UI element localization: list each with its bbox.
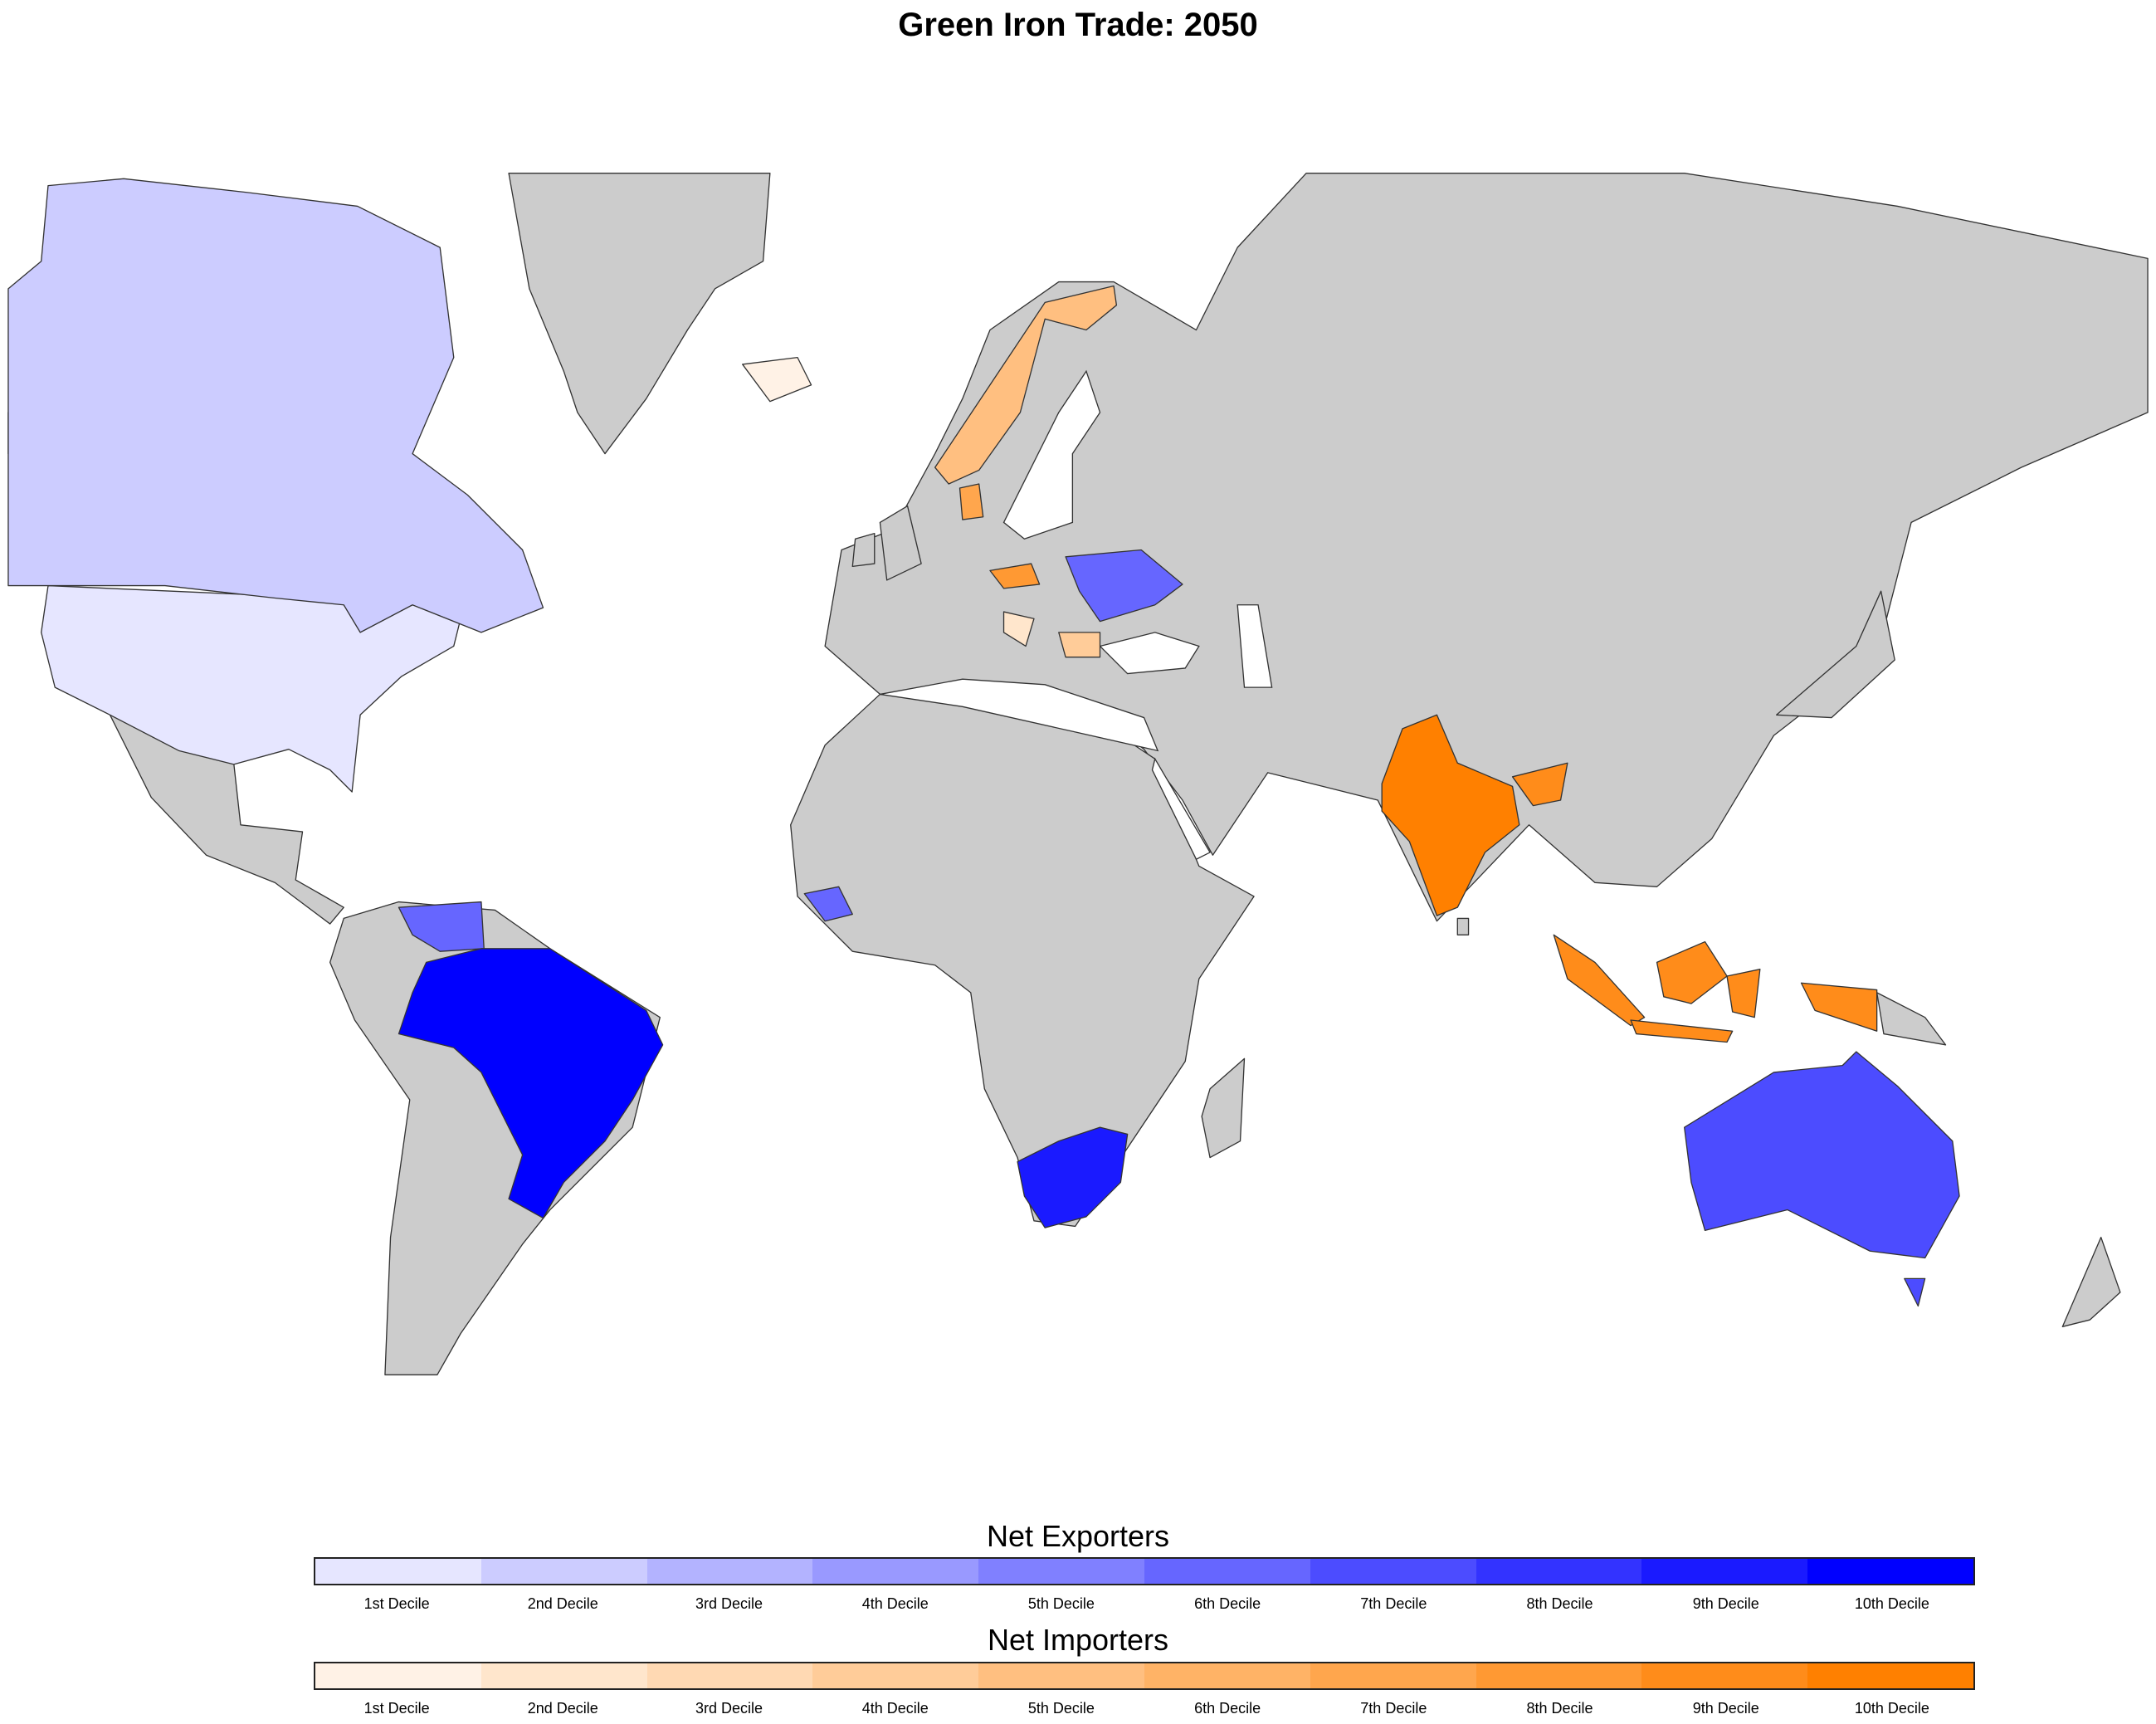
exporters-label-5: 5th Decile [1027,1595,1095,1612]
country-indonesia [1630,1019,1734,1043]
importers-label-1: 1st Decile [363,1700,430,1717]
country-iceland [742,356,812,403]
mediterranean-sea [880,678,1159,752]
country-south-africa [1017,1126,1129,1228]
country-guinea [803,886,853,922]
importers-swatch-1 [315,1663,481,1688]
exporters-label-4: 4th Decile [861,1595,929,1612]
country-indonesia [1726,969,1761,1018]
country-canada [7,178,544,633]
colored-countries [7,178,1960,1307]
exporters-swatch-1 [315,1559,481,1584]
caspian-sea [1237,604,1273,688]
exporters-swatch-10 [1807,1559,1973,1584]
exporters-label-1: 1st Decile [363,1595,430,1612]
country-bulgaria [1058,632,1101,658]
exporters-label-6: 6th Decile [1194,1595,1261,1612]
importers-label-2: 2nd Decile [527,1700,598,1717]
importers-label-6: 6th Decile [1194,1700,1261,1717]
country-india [1381,714,1520,916]
land-no-data [109,173,2149,1375]
exporters-swatch-2 [480,1559,647,1584]
exporters-label-2: 2nd Decile [527,1595,598,1612]
country-venezuela [398,901,485,952]
land-madagascar [1201,1057,1246,1159]
importers-swatch-6 [1144,1663,1310,1688]
importers-swatch-8 [1476,1663,1642,1688]
land-sri-lanka [1456,917,1470,935]
importers-label-8: 8th Decile [1526,1700,1593,1717]
country-croatia [1002,611,1035,647]
red-sea [1151,757,1211,861]
exporters-swatch-4 [812,1559,979,1584]
land-papua-new-guinea [1876,992,1947,1046]
exporters-swatch-9 [1641,1559,1808,1584]
land-great-britain [879,505,922,581]
land-new-zealand [2061,1237,2121,1327]
exporters-label-10: 10th Decile [1854,1595,1929,1612]
exporters-label-7: 7th Decile [1360,1595,1427,1612]
importers-swatch-3 [646,1663,813,1688]
country-czechia [989,563,1041,589]
country-ukraine [1065,549,1183,623]
baltic-sea [1002,369,1101,540]
black-sea [1099,632,1200,675]
importers-label-4: 4th Decile [861,1700,929,1717]
country-bangladesh [1511,762,1568,807]
land-japan [1776,590,1895,719]
exporters-label-9: 9th Decile [1692,1595,1759,1612]
importers-label-9: 9th Decile [1692,1700,1759,1717]
importers-swatch-5 [978,1663,1144,1688]
country-indonesia [1656,940,1728,1004]
importers-label-10: 10th Decile [1854,1700,1929,1717]
importers-label-3: 3rd Decile [695,1700,763,1717]
country-australia [1904,1277,1926,1307]
exporters-legend-title: Net Exporters [986,1519,1170,1553]
land-greenland [508,173,771,455]
importers-color-bar [314,1662,1975,1690]
importers-swatch-7 [1310,1663,1476,1688]
importers-swatch-2 [480,1663,647,1688]
map-title: Green Iron Trade: 2050 [898,7,1258,43]
land-ireland [851,532,876,568]
exporters-swatch-7 [1310,1559,1476,1584]
country-australia [1684,1051,1960,1259]
importers-legend-labels: 1st Decile 2nd Decile 3rd Decile 4th Decile… [314,1700,1975,1717]
country-brazil [398,948,664,1219]
importers-swatch-4 [812,1663,979,1688]
country-denmark [958,483,984,520]
exporters-color-bar [314,1557,1975,1585]
country-indonesia [1800,982,1878,1032]
importers-label-5: 5th Decile [1027,1700,1095,1717]
exporters-swatch-6 [1144,1559,1310,1584]
land-mexico-central-america [109,714,344,925]
importers-swatch-10 [1807,1663,1973,1688]
country-united-states [41,584,469,793]
exporters-legend-labels: 1st Decile 2nd Decile 3rd Decile 4th Decile… [314,1595,1975,1613]
exporters-swatch-3 [646,1559,813,1584]
importers-legend-title: Net Importers [987,1623,1169,1657]
importers-swatch-9 [1641,1663,1808,1688]
country-norway [934,285,1118,485]
exporters-swatch-8 [1476,1559,1642,1584]
country-indonesia [1553,934,1646,1027]
importers-label-7: 7th Decile [1360,1700,1427,1717]
exporters-label-8: 8th Decile [1526,1595,1593,1612]
exporters-swatch-5 [978,1559,1144,1584]
exporters-label-3: 3rd Decile [695,1595,763,1612]
